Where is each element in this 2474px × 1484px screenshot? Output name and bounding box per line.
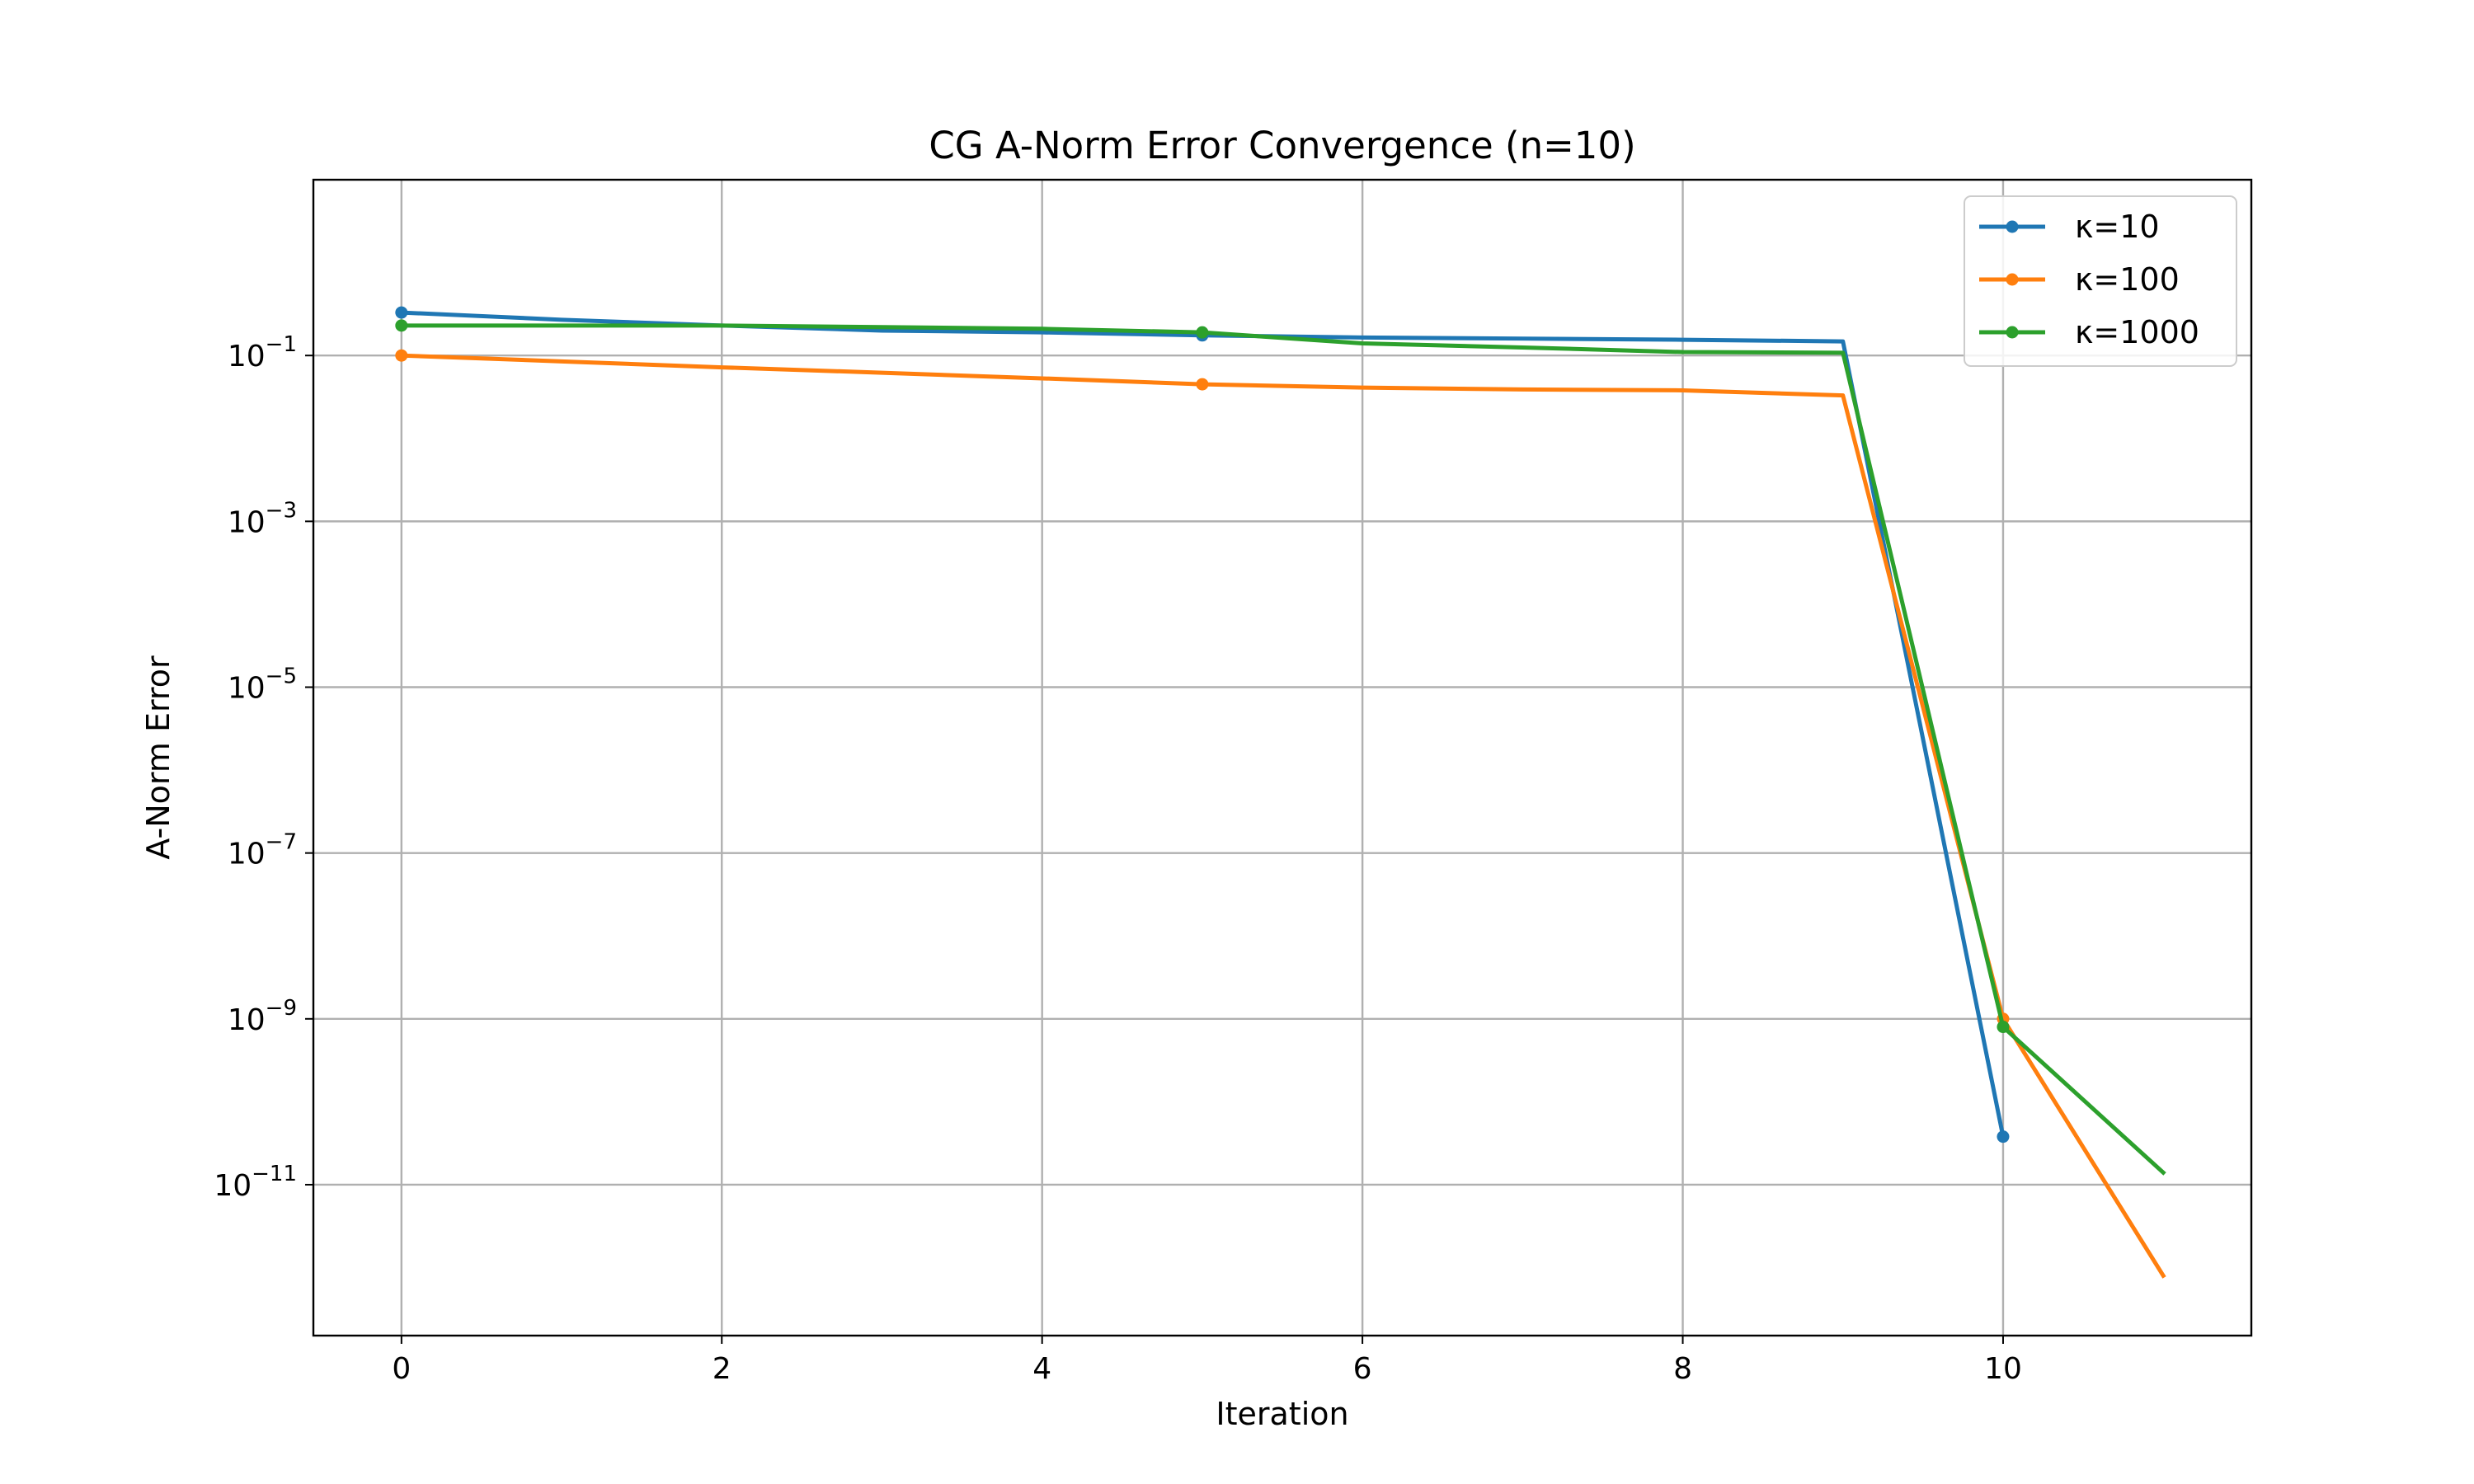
x-tick-label: 8 (1673, 1352, 1692, 1386)
x-tick-label: 10 (1984, 1352, 2022, 1386)
y-tick-label: 10−1 (228, 332, 297, 373)
legend-marker (2006, 273, 2019, 286)
legend-item: κ=10 (1979, 209, 2160, 245)
chart-title: CG A-Norm Error Convergence (n=10) (929, 124, 1635, 167)
x-tick-label: 4 (1032, 1352, 1051, 1386)
legend-marker (2006, 326, 2019, 339)
grid (313, 180, 2251, 1336)
data-point (1997, 1021, 2010, 1034)
data-point (395, 319, 408, 332)
data-point (1997, 1130, 2010, 1144)
x-tick-label: 0 (392, 1352, 411, 1386)
axis-ticks: 0 2 4 6 8 10 10−1 10−3 10−5 10−7 10−9 10−11 (214, 332, 2022, 1386)
plot-frame (312, 178, 2253, 1337)
x-tick-label: 2 (713, 1352, 731, 1386)
legend: κ=10 κ=100 κ=1000 (1964, 195, 2237, 367)
y-tick-label: 10−5 (228, 665, 297, 706)
series-3 (395, 319, 2166, 1176)
y-tick-label: 10−7 (228, 830, 297, 871)
x-tick-label: 6 (1353, 1352, 1372, 1386)
y-tick-label: 10−3 (228, 498, 297, 539)
data-point (1196, 378, 1209, 391)
legend-label: κ=100 (2075, 261, 2180, 298)
series-layer (395, 306, 2166, 1279)
legend-marker (2006, 220, 2019, 233)
legend-label: κ=10 (2075, 209, 2160, 245)
series-line (399, 323, 2166, 1176)
y-axis-label: A-Norm Error (140, 655, 176, 860)
y-tick-label: 10−9 (228, 996, 297, 1037)
series-line (399, 353, 2166, 1279)
data-point (395, 349, 408, 362)
legend-box (1964, 195, 2237, 367)
x-axis-label: Iteration (1216, 1396, 1348, 1432)
y-tick-label: 10−11 (214, 1162, 297, 1203)
legend-item: κ=1000 (1979, 314, 2199, 350)
data-point (1196, 326, 1209, 339)
legend-label: κ=1000 (2075, 314, 2199, 350)
legend-item: κ=100 (1979, 261, 2180, 298)
data-point (395, 306, 408, 319)
